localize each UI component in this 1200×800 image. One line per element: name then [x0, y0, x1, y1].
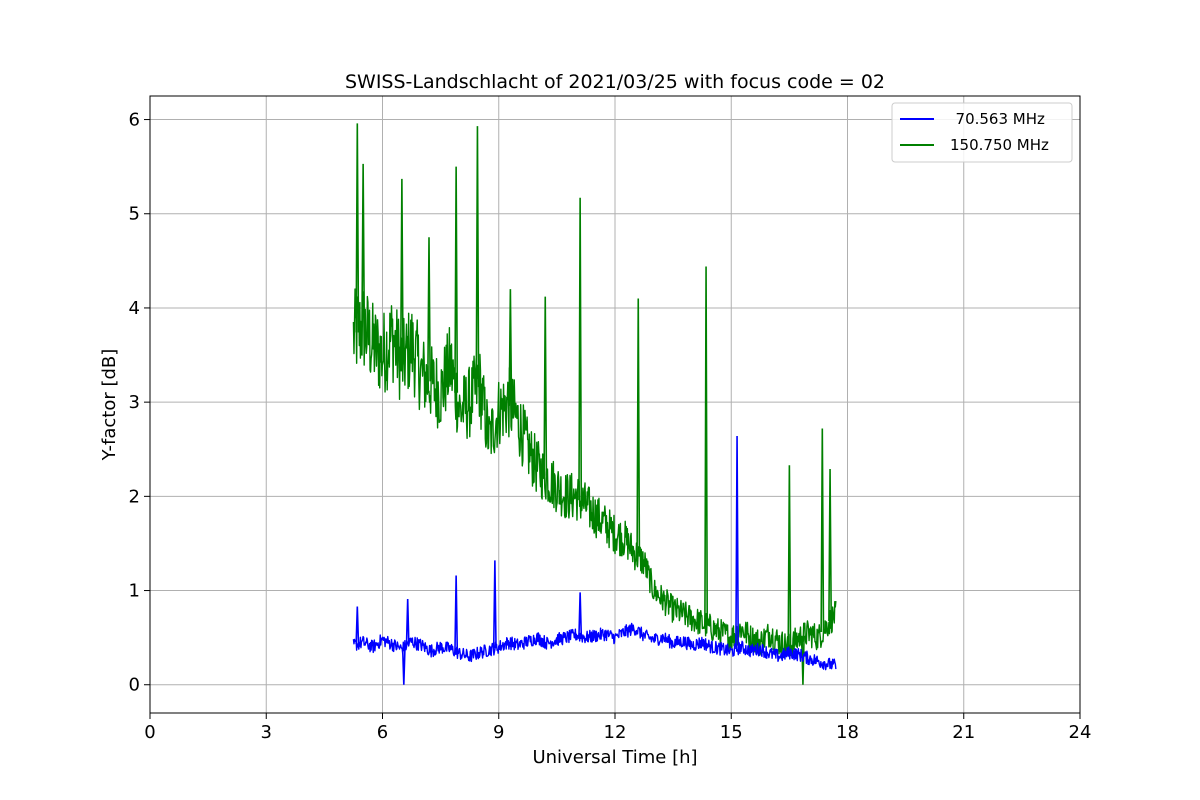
x-tick-label: 12	[604, 722, 627, 743]
spike-70mhz	[578, 592, 583, 636]
x-axis-label: Universal Time [h]	[532, 747, 697, 768]
y-tick-label: 0	[129, 675, 140, 696]
spike-70mhz	[735, 436, 740, 649]
spike-150mhz	[787, 465, 792, 648]
x-tick-label: 18	[836, 722, 859, 743]
spike-150mhz	[578, 197, 583, 501]
spike-70mhz	[454, 575, 459, 652]
legend-label-70mhz: 70.563 MHz	[946, 110, 1045, 128]
spike-70mhz	[401, 647, 406, 685]
series-line-150mhz	[352, 288, 837, 659]
spike-150mhz	[475, 126, 480, 388]
spike-70mhz	[355, 606, 360, 645]
spike-150mhz	[828, 469, 833, 622]
spike-70mhz	[492, 560, 497, 649]
spike-150mhz	[454, 166, 459, 393]
spike-150mhz	[820, 428, 825, 632]
y-tick-label: 6	[129, 110, 140, 131]
chart-title: SWISS-Landschlacht of 2021/03/25 with fo…	[345, 71, 885, 93]
x-tick-label: 9	[493, 722, 504, 743]
y-tick-label: 4	[129, 298, 140, 319]
spike-150mhz	[361, 163, 366, 327]
spike-70mhz	[405, 598, 410, 645]
x-tick-label: 6	[377, 722, 388, 743]
spike-150mhz	[508, 289, 513, 406]
spike-150mhz	[800, 635, 805, 685]
x-tick-label: 15	[720, 722, 743, 743]
spike-150mhz	[636, 298, 641, 557]
spike-150mhz	[543, 296, 548, 476]
x-tick-label: 0	[144, 722, 155, 743]
y-tick-label: 1	[129, 581, 140, 602]
x-tick-label: 3	[261, 722, 272, 743]
spike-150mhz	[355, 123, 360, 333]
series-line-70mhz	[352, 622, 837, 671]
y-tick-label: 3	[129, 392, 140, 413]
spike-150mhz	[399, 178, 404, 365]
legend-box	[891, 102, 1073, 163]
y-axis-label: Y-factor [dB]	[99, 349, 120, 462]
spike-150mhz	[427, 237, 431, 382]
plot-series	[352, 123, 837, 685]
x-tick-label: 24	[1069, 722, 1092, 743]
y-tick-label: 2	[129, 486, 140, 507]
spike-150mhz	[704, 266, 709, 626]
y-tick-label: 5	[129, 204, 140, 225]
legend-label-150mhz: 150.750 MHz	[950, 136, 1049, 154]
x-tick-label: 21	[952, 722, 975, 743]
legend: 70.563 MHz 150.750 MHz	[891, 102, 1073, 163]
